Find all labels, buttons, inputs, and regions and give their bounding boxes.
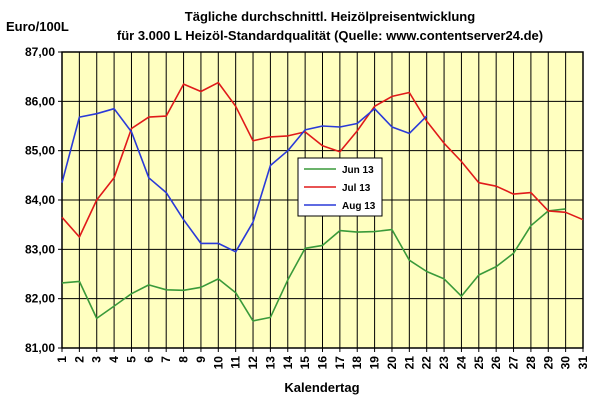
series-line-jul-13 bbox=[61, 81, 584, 238]
legend-label: Jun 13 bbox=[342, 165, 374, 176]
x-tick-label: 5 bbox=[124, 356, 138, 363]
x-tick-label: 31 bbox=[576, 356, 590, 370]
x-tick-label: 26 bbox=[489, 356, 503, 370]
y-tick-label: 81,00 bbox=[25, 341, 55, 355]
y-tick-label: 84,00 bbox=[25, 193, 55, 207]
x-tick-label: 22 bbox=[420, 356, 434, 370]
x-tick-label: 3 bbox=[90, 356, 104, 363]
chart-subtitle: für 3.000 L Heizöl-Standardqualität (Que… bbox=[117, 28, 543, 43]
x-tick-label: 2 bbox=[72, 356, 86, 363]
legend-label: Jul 13 bbox=[342, 183, 371, 194]
x-tick-label: 19 bbox=[368, 356, 382, 370]
x-tick-label: 24 bbox=[454, 356, 468, 370]
x-axis-label: Kalendertag bbox=[284, 380, 359, 395]
x-tick-label: 1 bbox=[55, 356, 69, 363]
x-tick-label: 17 bbox=[333, 356, 347, 370]
x-tick-label: 6 bbox=[142, 356, 156, 363]
y-axis-label: Euro/100L bbox=[6, 19, 69, 34]
x-tick-label: 20 bbox=[385, 356, 399, 370]
x-tick-label: 29 bbox=[541, 356, 555, 370]
x-tick-label: 28 bbox=[524, 356, 538, 370]
x-tick-label: 23 bbox=[437, 356, 451, 370]
x-tick-label: 4 bbox=[107, 356, 121, 363]
x-tick-label: 10 bbox=[211, 356, 225, 370]
y-tick-label: 82,00 bbox=[25, 292, 55, 306]
y-tick-label: 83,00 bbox=[25, 242, 55, 256]
x-tick-label: 14 bbox=[281, 356, 295, 370]
x-tick-label: 21 bbox=[402, 356, 416, 370]
x-tick-label: 9 bbox=[194, 356, 208, 363]
series-line-jun-13 bbox=[61, 208, 566, 322]
x-tick-label: 7 bbox=[159, 356, 173, 363]
x-tick-label: 16 bbox=[316, 356, 330, 370]
legend-label: Aug 13 bbox=[342, 201, 376, 212]
x-tick-label: 18 bbox=[350, 356, 364, 370]
y-tick-label: 86,00 bbox=[25, 94, 55, 108]
chart-title: Tägliche durchschnittl. Heizölpreisentwi… bbox=[185, 9, 475, 24]
x-tick-label: 27 bbox=[507, 356, 521, 370]
x-tick-label: 30 bbox=[559, 356, 573, 370]
x-tick-label: 15 bbox=[298, 356, 312, 370]
y-tick-label: 87,00 bbox=[25, 45, 55, 59]
x-tick-label: 11 bbox=[229, 356, 243, 369]
x-tick-label: 25 bbox=[472, 356, 486, 370]
x-tick-label: 8 bbox=[177, 356, 191, 363]
series-line-aug-13 bbox=[61, 107, 428, 253]
x-tick-label: 13 bbox=[263, 356, 277, 370]
x-tick-label: 12 bbox=[246, 356, 260, 370]
y-tick-label: 85,00 bbox=[25, 144, 55, 158]
